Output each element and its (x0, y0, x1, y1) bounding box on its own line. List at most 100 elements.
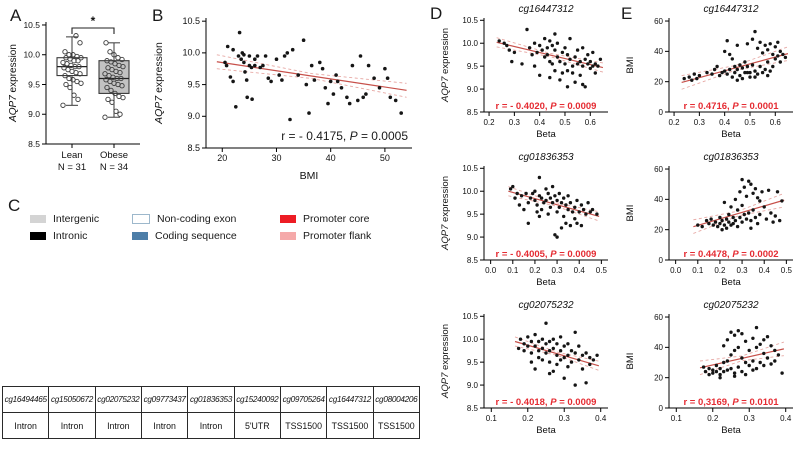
data-point (304, 82, 309, 87)
data-point (736, 345, 740, 350)
x-tick-label: 0.6 (585, 118, 597, 127)
data-point (740, 66, 745, 70)
data-point (584, 212, 588, 216)
y-tick-label: 20 (654, 77, 663, 86)
data-point (732, 333, 737, 337)
data-point (533, 332, 537, 337)
data-point (753, 75, 757, 79)
data-point (562, 214, 566, 219)
data-point (350, 63, 355, 68)
data-point (309, 63, 314, 68)
panel-label-e: E (621, 4, 633, 23)
data-point (729, 366, 733, 371)
y-tick-label: 8.5 (187, 143, 200, 153)
data-point (539, 207, 544, 212)
data-point (247, 54, 252, 58)
data-point (766, 188, 771, 192)
data-point (714, 363, 719, 368)
data-point (581, 64, 585, 68)
data-point (758, 212, 762, 217)
data-point (513, 196, 517, 200)
data-point (711, 371, 715, 375)
data-point (773, 57, 777, 61)
data-point (758, 342, 762, 346)
data-point (573, 351, 577, 355)
data-point (727, 220, 731, 224)
jitter-point (116, 93, 122, 100)
jitter-point (104, 58, 110, 64)
y-tick-label: 10.5 (462, 164, 478, 173)
data-point (328, 79, 333, 84)
data-point (588, 362, 592, 367)
legend-swatch (30, 231, 46, 240)
data-point (769, 362, 773, 366)
data-point (234, 105, 238, 109)
data-point (551, 337, 555, 341)
data-point (231, 47, 235, 52)
data-point (548, 75, 552, 80)
data-point (583, 85, 587, 89)
data-point (716, 224, 720, 229)
data-point (559, 201, 564, 205)
data-point (511, 184, 515, 189)
cpg-annotation-table: cg16494465 cg15050672 cg02075232 cg09773437… (1, 386, 421, 439)
data-point (744, 217, 749, 221)
ci-lower-line (693, 206, 785, 234)
data-point (522, 207, 526, 212)
data-point (769, 211, 773, 215)
data-point (707, 366, 711, 371)
data-point (718, 376, 722, 380)
data-point (508, 187, 513, 191)
data-point (743, 70, 747, 75)
correlation-annotation: r = 0.4716, P = 0.0001 (683, 101, 779, 112)
data-point (593, 62, 597, 66)
data-point (753, 215, 758, 220)
data-point (733, 70, 737, 75)
significance-star: * (91, 14, 96, 28)
data-point (733, 64, 737, 69)
data-point (548, 205, 553, 209)
data-point (255, 54, 260, 58)
data-point (547, 349, 552, 353)
data-point (568, 223, 573, 228)
data-point (555, 41, 560, 45)
data-point (361, 95, 365, 100)
data-point (727, 212, 731, 217)
data-point (533, 198, 537, 203)
correlation-annotation: r = 0.4478, P = 0.0002 (683, 249, 778, 260)
data-point (543, 55, 547, 59)
group-label: Obese (100, 150, 128, 161)
legend-swatch (280, 231, 296, 240)
data-point (250, 97, 254, 101)
data-point (701, 365, 706, 369)
data-point (754, 325, 759, 330)
data-point (771, 52, 775, 57)
data-point (717, 73, 722, 78)
cpg-region-cell: 5'UTR (233, 412, 281, 439)
data-point (568, 201, 573, 205)
data-point (560, 71, 565, 75)
data-point (742, 185, 746, 189)
data-point (507, 48, 511, 52)
data-point (529, 339, 534, 344)
data-point (277, 73, 281, 77)
legend-item: Intronic (30, 228, 132, 243)
data-point (575, 221, 579, 225)
y-axis-label: AQP7 expression (440, 176, 451, 251)
data-point (749, 182, 753, 186)
y-axis-label: BMI (625, 205, 636, 222)
data-point (773, 214, 777, 218)
data-point (505, 43, 509, 48)
ci-lower-line (496, 46, 604, 73)
data-point (553, 194, 557, 198)
data-point (566, 365, 570, 369)
scatter-expression-vs-beta-cg01836353: 8.5 9.0 9.5 10.0 10.5 0.0 0.1 0.2 0.3 0.4 0.5 Beta A… (440, 152, 608, 288)
data-point (750, 37, 755, 41)
legend-item: Intergenic (30, 211, 132, 226)
cpg-region-cell: Intron (1, 412, 50, 439)
jitter-point (112, 90, 118, 97)
y-tick-label: 10.5 (23, 20, 40, 30)
data-point (553, 233, 557, 237)
data-point (722, 200, 727, 205)
data-point (584, 381, 588, 385)
